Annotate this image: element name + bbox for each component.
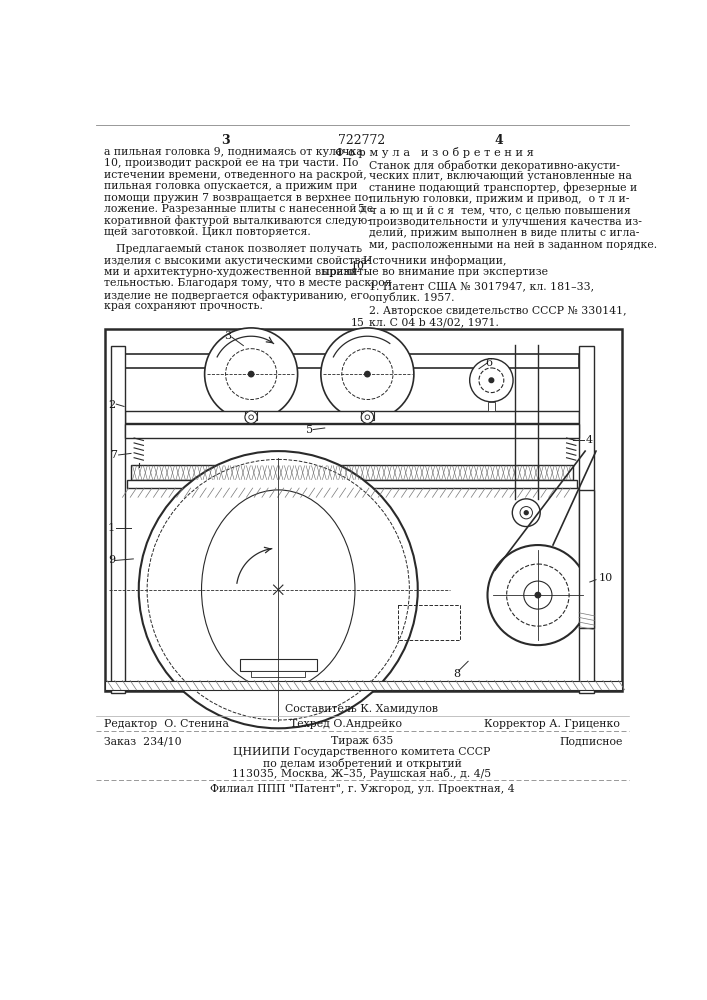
Circle shape — [524, 581, 552, 609]
Text: Источники информации,: Источники информации, — [363, 256, 506, 266]
Ellipse shape — [201, 490, 355, 689]
Text: 10: 10 — [598, 573, 612, 583]
Bar — [398, 605, 460, 640]
Text: пильная головка опускается, а прижим при: пильная головка опускается, а прижим при — [104, 181, 357, 191]
Text: ложение. Разрезанные плиты с нанесенной де-: ложение. Разрезанные плиты с нанесенной … — [104, 204, 377, 214]
Circle shape — [139, 451, 418, 728]
Text: тельностью. Благодаря тому, что в месте раскроя: тельностью. Благодаря тому, что в месте … — [104, 278, 392, 288]
Text: ми, расположенными на ней в заданном порядке.: ми, расположенными на ней в заданном пор… — [369, 240, 657, 250]
Text: Техред О.Андрейко: Техред О.Андрейко — [290, 719, 402, 729]
Bar — [105, 681, 621, 690]
Bar — [125, 411, 579, 423]
Bar — [361, 411, 373, 420]
Bar — [131, 465, 573, 480]
Text: 10, производит раскрой ее на три части. По: 10, производит раскрой ее на три части. … — [104, 158, 358, 168]
Circle shape — [361, 411, 373, 423]
Text: изделие не подвергается офактуриванию, его: изделие не подвергается офактуриванию, е… — [104, 290, 369, 301]
Circle shape — [249, 415, 253, 420]
Bar — [488, 402, 495, 411]
Text: опублик. 1957.: опублик. 1957. — [369, 292, 455, 303]
Text: коративной фактурой выталкиваются следую-: коративной фактурой выталкиваются следую… — [104, 215, 370, 226]
Text: 1. Патент США № 3017947, кл. 181–33,: 1. Патент США № 3017947, кл. 181–33, — [369, 281, 594, 291]
Circle shape — [525, 511, 528, 515]
Circle shape — [365, 371, 370, 377]
Text: кл. С 04 b 43/02, 1971.: кл. С 04 b 43/02, 1971. — [369, 317, 499, 327]
Text: Предлагаемый станок позволяет получать: Предлагаемый станок позволяет получать — [115, 244, 361, 254]
Bar — [105, 329, 621, 691]
Bar — [579, 490, 595, 628]
Circle shape — [204, 328, 298, 420]
Text: Подписное: Подписное — [560, 736, 623, 746]
Text: Станок для обработки декоративно-акусти-: Станок для обработки декоративно-акусти- — [369, 160, 620, 171]
Text: 4: 4 — [585, 435, 592, 445]
Text: 15: 15 — [351, 318, 364, 328]
Text: Редактор  О. Стенина: Редактор О. Стенина — [104, 719, 229, 729]
Text: Заказ  234/10: Заказ 234/10 — [104, 736, 182, 746]
Bar — [127, 480, 577, 488]
Text: щей заготовкой. Цикл повторяется.: щей заготовкой. Цикл повторяется. — [104, 227, 310, 237]
Bar — [245, 411, 257, 420]
Text: изделия с высокими акустическими свойства-: изделия с высокими акустическими свойств… — [104, 256, 370, 266]
Text: 5: 5 — [358, 204, 364, 214]
Circle shape — [513, 499, 540, 527]
Bar — [125, 424, 579, 438]
Text: 2: 2 — [108, 400, 115, 410]
Text: Ф о р м у л а   и з о б р е т е н и я: Ф о р м у л а и з о б р е т е н и я — [335, 147, 534, 158]
Text: края сохраняют прочность.: края сохраняют прочность. — [104, 301, 263, 311]
Text: истечении времени, отведенного на раскрой,: истечении времени, отведенного на раскро… — [104, 170, 367, 180]
Text: 4: 4 — [495, 134, 503, 147]
Text: принятые во внимание при экспертизе: принятые во внимание при экспертизе — [322, 267, 548, 277]
Text: производительности и улучшения качества из-: производительности и улучшения качества … — [369, 217, 642, 227]
Text: а пильная головка 9, поднимаясь от кулачка: а пильная головка 9, поднимаясь от кулач… — [104, 147, 363, 157]
Text: ч а ю щ и й с я  тем, что, с целью повышения: ч а ю щ и й с я тем, что, с целью повыше… — [369, 205, 631, 215]
Text: ми и архитектурно-художественной вырази-: ми и архитектурно-художественной вырази- — [104, 267, 360, 277]
Circle shape — [245, 411, 257, 423]
Text: Филиал ППП "Патент", г. Ужгород, ул. Проектная, 4: Филиал ППП "Патент", г. Ужгород, ул. Про… — [210, 784, 514, 794]
Text: 3: 3 — [221, 134, 230, 147]
Text: 113035, Москва, Ж–35, Раушская наб., д. 4/5: 113035, Москва, Ж–35, Раушская наб., д. … — [233, 768, 491, 779]
Bar — [240, 659, 317, 671]
Text: ческих плит, включающий установленные на: ческих плит, включающий установленные на — [369, 171, 632, 181]
Circle shape — [520, 507, 532, 519]
Text: по делам изобретений и открытий: по делам изобретений и открытий — [262, 758, 462, 769]
Circle shape — [226, 349, 276, 400]
Bar — [111, 346, 125, 693]
Circle shape — [507, 564, 569, 626]
Circle shape — [365, 415, 370, 420]
Text: пильную головки, прижим и привод,  о т л и-: пильную головки, прижим и привод, о т л … — [369, 194, 629, 204]
Circle shape — [489, 378, 493, 383]
Text: 2. Авторское свидетельство СССР № 330141,: 2. Авторское свидетельство СССР № 330141… — [369, 306, 626, 316]
Text: ЦНИИПИ Государственного комитета СССР: ЦНИИПИ Государственного комитета СССР — [233, 747, 491, 757]
Text: 8: 8 — [453, 669, 460, 679]
Text: делий, прижим выполнен в виде плиты с игла-: делий, прижим выполнен в виде плиты с иг… — [369, 228, 639, 238]
Text: 9: 9 — [108, 555, 115, 565]
Bar — [251, 671, 305, 677]
Bar — [125, 354, 579, 368]
Text: 1: 1 — [108, 523, 115, 533]
Bar — [579, 346, 595, 693]
Circle shape — [469, 359, 513, 402]
Circle shape — [488, 545, 588, 645]
Text: 3: 3 — [224, 331, 231, 341]
Text: 10: 10 — [350, 261, 364, 271]
Text: Корректор А. Гриценко: Корректор А. Гриценко — [484, 719, 619, 729]
Text: станине подающий транспортер, фрезерные и: станине подающий транспортер, фрезерные … — [369, 183, 637, 193]
Text: 722772: 722772 — [339, 134, 385, 147]
Text: Составитель К. Хамидулов: Составитель К. Хамидулов — [286, 704, 438, 714]
Bar — [105, 329, 621, 691]
Circle shape — [535, 592, 541, 598]
Text: 5: 5 — [305, 425, 312, 435]
Circle shape — [248, 371, 254, 377]
Circle shape — [341, 349, 393, 400]
Text: 6: 6 — [486, 358, 493, 368]
Text: 7: 7 — [110, 450, 117, 460]
Text: Тираж 635: Тираж 635 — [331, 736, 393, 746]
Text: помощи пружин 7 возвращается в верхнее по-: помощи пружин 7 возвращается в верхнее п… — [104, 193, 372, 203]
Circle shape — [321, 328, 414, 420]
Circle shape — [479, 368, 504, 393]
